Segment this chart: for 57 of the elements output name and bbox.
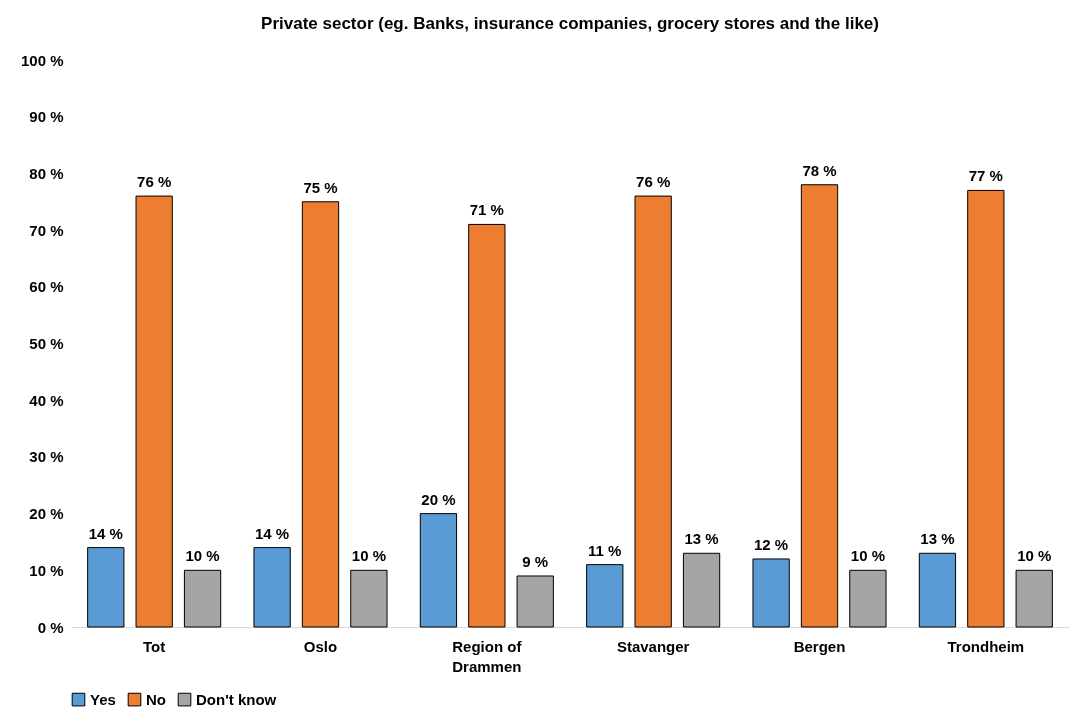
data-label: 12 % — [754, 535, 789, 553]
data-label: 71 % — [469, 201, 504, 219]
legend-label: Yes — [90, 690, 116, 708]
data-label: 13 % — [920, 530, 955, 548]
y-tick-label: 90 % — [29, 108, 64, 126]
bar — [516, 575, 554, 628]
y-tick-label: 50 % — [29, 335, 64, 352]
y-tick-label: 80 % — [29, 164, 64, 182]
data-label: 20 % — [421, 490, 456, 508]
bar — [301, 201, 340, 628]
y-tick-label: 70 % — [29, 221, 64, 239]
data-label: 14 % — [88, 524, 123, 542]
data-label: 76 % — [636, 173, 671, 191]
bar — [468, 223, 506, 628]
y-tick-label: 40 % — [29, 391, 64, 409]
bar — [634, 195, 672, 628]
data-label: 10 % — [1017, 547, 1052, 565]
legend-label: No — [146, 690, 166, 708]
data-label: 75 % — [303, 178, 338, 196]
bar — [967, 189, 1005, 628]
data-label: 76 % — [137, 173, 172, 191]
data-label: 11 % — [588, 541, 622, 559]
data-label: 10 % — [850, 547, 885, 565]
bar — [849, 569, 887, 628]
data-label: 78 % — [802, 161, 837, 179]
bar — [586, 564, 624, 628]
bar — [253, 547, 291, 628]
x-tick-label: Oslo — [303, 637, 338, 655]
chart-title: Private sector (eg. Banks, insurance companies, grocery stores and the like) — [261, 14, 879, 33]
bar — [419, 513, 458, 628]
data-label: 14 % — [255, 524, 290, 542]
y-tick-label: 20 % — [29, 505, 64, 523]
data-label: 77 % — [968, 167, 1003, 185]
y-tick-label: 30 % — [29, 448, 64, 466]
x-tick-label: Bergen — [793, 637, 846, 655]
data-label: 9 % — [522, 552, 549, 570]
bar — [350, 569, 388, 628]
y-tick-label: 10 % — [29, 561, 64, 579]
y-tick-label: 0 % — [37, 618, 64, 636]
legend-label: Don't know — [196, 690, 277, 708]
y-tick-label: 100 % — [20, 51, 64, 69]
bar — [682, 552, 721, 628]
y-tick-label: 60 % — [29, 278, 64, 296]
bar — [918, 552, 957, 628]
x-tick-label: Trondheim — [947, 637, 1025, 655]
bar — [87, 547, 125, 628]
x-tick-label: Region of Drammen — [452, 637, 523, 675]
data-label: 10 % — [185, 547, 220, 565]
data-label: 13 % — [684, 530, 719, 548]
bar — [752, 558, 790, 628]
bar — [1015, 569, 1053, 628]
bar — [183, 569, 222, 628]
x-tick-label: Tot — [143, 637, 166, 655]
data-label: 10 % — [351, 547, 386, 565]
x-tick-label: Stavanger — [616, 637, 690, 655]
bar — [800, 184, 839, 628]
bar — [135, 195, 173, 628]
